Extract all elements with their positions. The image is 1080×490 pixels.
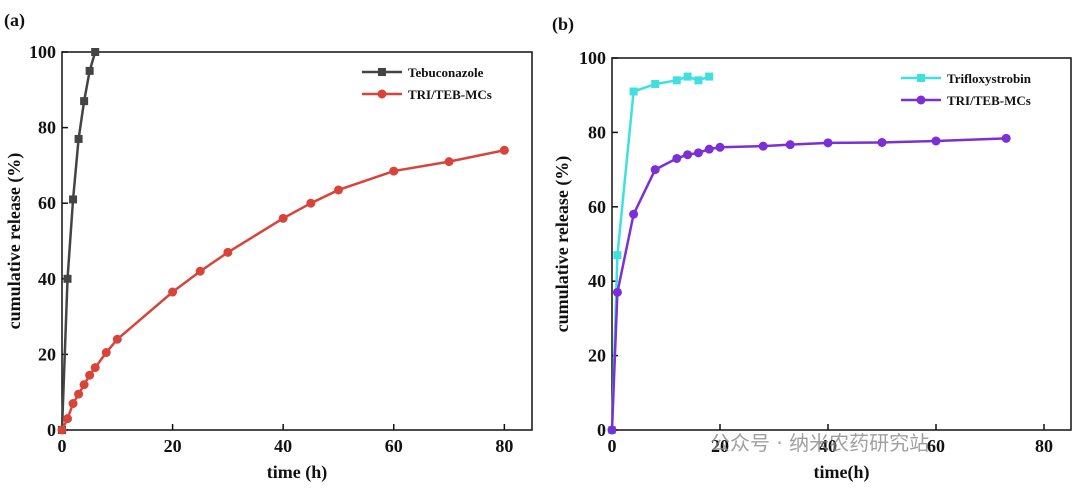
data-point xyxy=(785,140,795,150)
legend-marker xyxy=(377,89,387,99)
x-tick-label: 40 xyxy=(819,436,837,456)
data-point xyxy=(168,287,178,297)
data-point xyxy=(90,363,100,373)
data-point xyxy=(683,150,693,160)
data-point xyxy=(651,80,660,89)
y-axis-label: cumulative release (%) xyxy=(552,156,573,333)
data-point xyxy=(74,134,83,143)
data-point xyxy=(693,148,703,158)
data-point xyxy=(112,334,122,344)
data-point xyxy=(629,87,638,96)
y-tick-label: 80 xyxy=(588,122,606,142)
y-tick-label: 40 xyxy=(38,269,56,289)
data-point xyxy=(612,287,622,297)
data-point xyxy=(758,141,768,151)
legend-label: Trifloxystrobin xyxy=(947,71,1032,86)
data-point xyxy=(195,266,205,276)
y-tick-label: 60 xyxy=(588,197,606,217)
data-point xyxy=(68,399,78,409)
data-point xyxy=(101,348,111,358)
data-point xyxy=(683,72,692,81)
x-tick-label: 0 xyxy=(58,436,67,456)
data-point xyxy=(389,166,399,176)
y-tick-label: 100 xyxy=(29,42,56,62)
x-tick-label: 60 xyxy=(385,436,403,456)
x-tick-label: 80 xyxy=(1035,436,1053,456)
legend-label: TRI/TEB-MCs xyxy=(947,93,1031,108)
data-point xyxy=(823,138,833,148)
data-point xyxy=(91,48,100,56)
data-point xyxy=(1001,133,1011,143)
data-point xyxy=(672,153,682,163)
y-tick-label: 40 xyxy=(588,271,606,291)
data-point xyxy=(69,195,78,204)
x-tick-label: 20 xyxy=(164,436,182,456)
data-point xyxy=(306,198,316,208)
x-tick-label: 80 xyxy=(495,436,513,456)
plot-frame xyxy=(611,57,1072,431)
watermark: 公众号 · 纳米农药研究站 xyxy=(710,431,929,455)
data-point xyxy=(931,136,941,146)
data-point xyxy=(63,414,73,424)
y-tick-label: 20 xyxy=(588,346,606,366)
data-point xyxy=(85,370,95,380)
series-line xyxy=(610,137,1007,431)
x-tick-label: 60 xyxy=(927,436,945,456)
x-tick-label: 0 xyxy=(608,436,617,456)
data-point xyxy=(672,76,681,85)
series-line xyxy=(60,149,505,431)
data-point xyxy=(85,66,94,75)
data-point xyxy=(74,389,84,399)
data-point xyxy=(57,425,67,435)
x-tick-label: 20 xyxy=(711,436,729,456)
panel-label: (a) xyxy=(4,10,25,31)
y-tick-label: 100 xyxy=(579,48,606,68)
panel-label: (b) xyxy=(552,14,574,35)
data-point xyxy=(444,157,454,167)
data-point xyxy=(694,76,703,85)
data-point xyxy=(877,137,887,147)
data-point xyxy=(278,213,288,223)
legend-marker xyxy=(917,74,925,82)
data-point xyxy=(607,425,617,435)
x-tick-label: 40 xyxy=(274,436,292,456)
legend-marker xyxy=(378,68,386,76)
data-point xyxy=(223,247,233,257)
data-point xyxy=(704,144,714,154)
data-point xyxy=(629,209,639,219)
data-point xyxy=(333,185,343,195)
data-point xyxy=(499,145,509,155)
legend-marker xyxy=(916,95,926,105)
data-point xyxy=(705,72,714,81)
x-axis-label: time (h) xyxy=(267,462,327,483)
data-point xyxy=(650,165,660,175)
y-axis-label: cumulative release (%) xyxy=(4,153,25,330)
y-tick-label: 60 xyxy=(38,193,56,213)
x-axis-label: time(h) xyxy=(814,462,870,483)
legend-label: TRI/TEB-MCs xyxy=(408,87,492,102)
data-point xyxy=(63,274,72,283)
data-point xyxy=(715,142,725,152)
plot-frame xyxy=(61,51,533,431)
legend-label: Tebuconazole xyxy=(408,65,484,80)
data-point xyxy=(79,380,89,390)
data-point xyxy=(80,97,89,106)
y-tick-label: 0 xyxy=(597,420,606,440)
y-tick-label: 20 xyxy=(38,344,56,364)
y-tick-label: 80 xyxy=(38,118,56,138)
y-tick-label: 0 xyxy=(47,420,56,440)
data-point xyxy=(613,251,622,260)
